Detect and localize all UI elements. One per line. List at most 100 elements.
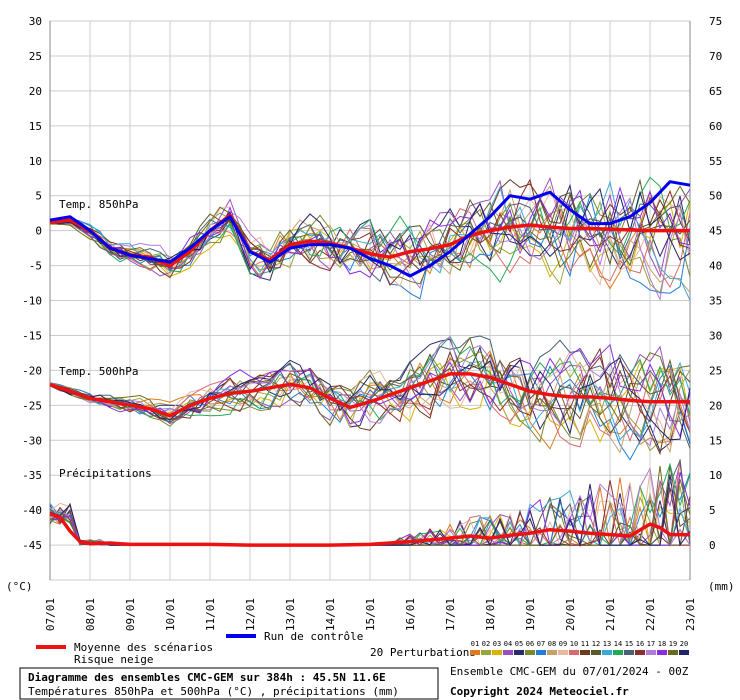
y-left-tick: 10 xyxy=(29,155,42,168)
legend-perturbation-id: 16 xyxy=(636,640,644,648)
legend-perturbation-id: 03 xyxy=(493,640,501,648)
x-tick-label: 10/01 xyxy=(164,598,177,631)
perturbation-t500-line xyxy=(49,357,691,452)
plot-axes xyxy=(49,21,691,580)
legend-perturbation-swatch xyxy=(624,650,634,655)
x-tick-label: 18/01 xyxy=(484,598,497,631)
left-axis-unit: (°C) xyxy=(6,580,33,593)
legend-perturbation-swatch xyxy=(536,650,546,655)
y-right-tick: 30 xyxy=(709,329,722,342)
y-left-tick: -5 xyxy=(29,260,42,273)
x-tick-label: 14/01 xyxy=(324,598,337,631)
main-series xyxy=(49,180,691,547)
x-tick-label: 19/01 xyxy=(524,598,537,631)
legend-perturbation-swatch xyxy=(492,650,502,655)
y-right-tick: 35 xyxy=(709,295,722,308)
y-right-tick: 0 xyxy=(709,539,716,552)
legend-perturbation-id: 10 xyxy=(570,640,578,648)
y-left-tick: -10 xyxy=(22,295,42,308)
right-axis-unit: (mm) xyxy=(708,580,735,593)
x-tick-label: 15/01 xyxy=(364,598,377,631)
x-tick-label: 11/01 xyxy=(204,598,217,631)
legend-perturbation-id: 13 xyxy=(603,640,611,648)
y-right-tick: 55 xyxy=(709,155,722,168)
perturbation-t500-line xyxy=(49,351,691,443)
legend-perturbation-id: 04 xyxy=(504,640,512,648)
x-tick-label: 17/01 xyxy=(444,598,457,631)
chart-title: Diagramme des ensembles CMC-GEM sur 384h… xyxy=(28,671,386,684)
y-left-tick: -25 xyxy=(22,399,42,412)
legend-perturbation-swatch xyxy=(470,650,480,655)
x-tick-label: 21/01 xyxy=(604,598,617,631)
legend-perturbation-id: 20 xyxy=(680,640,688,648)
legend-perturbation-id: 11 xyxy=(581,640,589,648)
legend-control-label: Run de contrôle xyxy=(264,630,363,643)
mean-precip-line xyxy=(49,511,690,547)
legend-perturbation-id: 15 xyxy=(625,640,633,648)
legend-perturbation-swatches: 01 02 03 04 05 06 07 08 09 10 11 12 13 14 15 16 17 18 19 20 xyxy=(470,640,689,655)
y-right-tick: 25 xyxy=(709,364,722,377)
legend-perturbation-swatch xyxy=(679,650,689,655)
perturbation-t500-line xyxy=(49,373,691,454)
legend-perturbation-swatch xyxy=(646,650,656,655)
x-tick-label: 22/01 xyxy=(644,598,657,631)
y-left-tick: 5 xyxy=(35,190,42,203)
x-tick-label: 16/01 xyxy=(404,598,417,631)
legend-perturbation-swatch xyxy=(503,650,513,655)
perturbation-t850-line xyxy=(49,176,691,284)
mean-t500-line xyxy=(49,372,690,418)
y-left-tick: 15 xyxy=(29,120,42,133)
y-right-tick: 45 xyxy=(709,225,722,238)
perturbation-t850-line xyxy=(49,196,691,302)
y-left-tick: -35 xyxy=(22,469,42,482)
copyright: Copyright 2024 Meteociel.fr xyxy=(450,685,629,698)
x-tick-label: 12/01 xyxy=(244,598,257,631)
legend-perturbation-id: 07 xyxy=(537,640,545,648)
perturbation-t500-line xyxy=(49,357,691,441)
legend-perturbation-swatch xyxy=(602,650,612,655)
legend-perturbation-swatch xyxy=(635,650,645,655)
x-tick-labels: 07/01 08/01 09/01 10/01 11/01 12/01 13/01 14/01… xyxy=(44,598,697,631)
legend-perturbation-swatch xyxy=(547,650,557,655)
x-tick-label: 07/01 xyxy=(44,598,57,631)
y-right-tick: 70 xyxy=(709,50,722,63)
run-info: Ensemble CMC-GEM du 07/01/2024 - 00Z xyxy=(450,665,689,678)
legend-perturbation-id: 06 xyxy=(526,640,534,648)
x-tick-label: 08/01 xyxy=(84,598,97,631)
legend-perturbation-swatch xyxy=(569,650,579,655)
legend-perturbation-id: 17 xyxy=(647,640,655,648)
y-right-tick: 15 xyxy=(709,434,722,447)
x-tick-label: 13/01 xyxy=(284,598,297,631)
y-right-tick: 20 xyxy=(709,399,722,412)
perturbation-t850-line xyxy=(49,207,691,289)
perturbation-t850-line xyxy=(49,195,691,283)
legend-perturbation-id: 09 xyxy=(559,640,567,648)
label-precipitations: Précipitations xyxy=(59,467,152,480)
y-right-tick: 40 xyxy=(709,260,722,273)
legend-perturbation-swatch xyxy=(591,650,601,655)
label-temp-850: Temp. 850hPa xyxy=(59,198,138,211)
y-left-tick: 20 xyxy=(29,85,42,98)
legend-perturbation-id: 05 xyxy=(515,640,523,648)
perturbation-t500-line xyxy=(49,357,691,441)
control-t850-line xyxy=(49,180,691,278)
legend-perturbation-swatch xyxy=(580,650,590,655)
y-left-tick: -30 xyxy=(22,434,42,447)
y-right-tick: 60 xyxy=(709,120,722,133)
legend-perturbation-swatch xyxy=(514,650,524,655)
chart-subtitle: Températures 850hPa et 500hPa (°C) , pré… xyxy=(28,685,399,698)
plot-grid xyxy=(49,20,691,581)
legend-perturbation-swatch xyxy=(481,650,491,655)
legend-perturbations-label: 20 Perturbations xyxy=(370,646,476,659)
y-left-tick: 0 xyxy=(35,225,42,238)
y-left-tick: 30 xyxy=(29,15,42,28)
y-left-tick: -45 xyxy=(22,539,42,552)
legend-perturbation-swatch xyxy=(525,650,535,655)
perturbation-t850-line xyxy=(49,178,691,286)
y-left-tick: -15 xyxy=(22,329,42,342)
legend-perturbation-id: 08 xyxy=(548,640,556,648)
y-right-tick: 75 xyxy=(709,15,722,28)
legend-perturbation-swatch xyxy=(558,650,568,655)
x-tick-label: 20/01 xyxy=(564,598,577,631)
